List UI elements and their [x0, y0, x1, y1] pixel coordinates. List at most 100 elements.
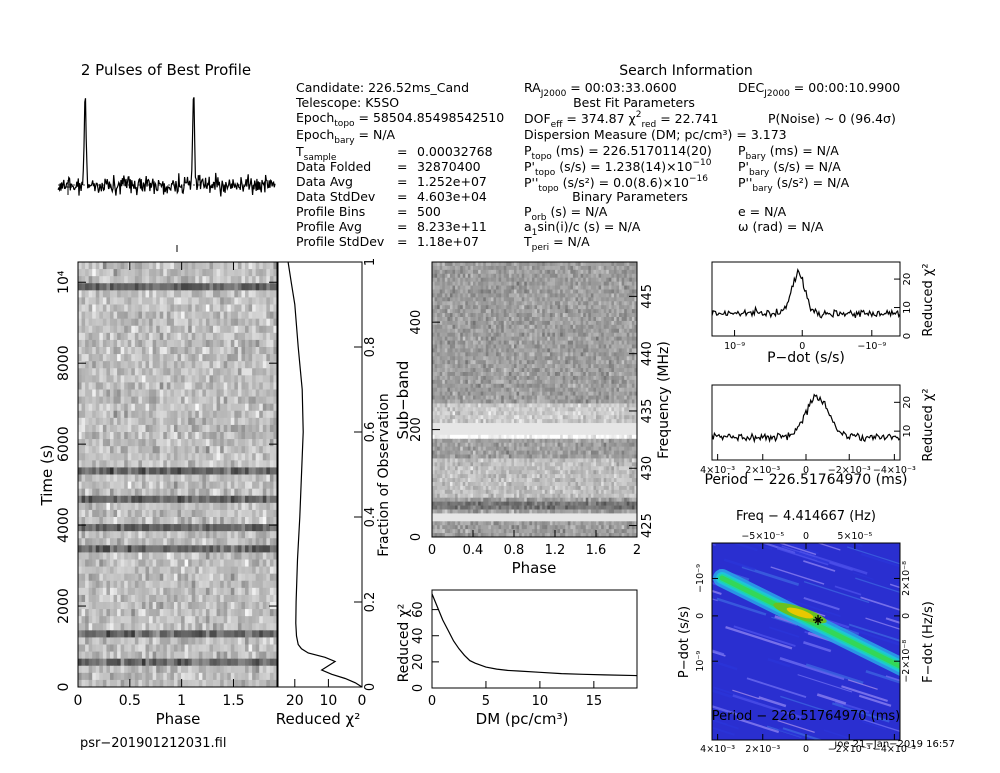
heatmap-cell: [220, 347, 225, 355]
heatmap-cell: [120, 637, 125, 645]
heatmap-cell: [570, 305, 574, 310]
heatmap-cell: [234, 389, 239, 397]
heatmap-cell: [248, 517, 253, 525]
heatmap-cell: [181, 630, 185, 638]
heatmap-cell: [95, 517, 100, 525]
heatmap-cell: [173, 658, 178, 667]
heatmap-cell: [575, 301, 579, 306]
heatmap-cell: [138, 354, 143, 362]
heatmap-cell: [109, 524, 114, 532]
heatmap-cell: [483, 313, 487, 318]
heatmap-cell: [209, 439, 214, 447]
heatmap-cell: [127, 396, 132, 405]
heatmap-cell: [177, 332, 182, 341]
heatmap-cell: [552, 269, 556, 275]
heatmap-cell: [202, 524, 207, 532]
heatmap-cell: [252, 375, 257, 383]
heatmap-cell: [156, 502, 161, 511]
heatmap-cell: [195, 262, 200, 270]
heatmap-cell: [483, 320, 487, 326]
heatmap-cell: [127, 325, 132, 334]
heatmap-cell: [78, 347, 82, 355]
heatmap-cell: [85, 644, 90, 652]
heatmap-cell: [213, 276, 217, 284]
heatmap-cell: [102, 439, 107, 447]
info-dof: DOFeff = 374.87 χ2red = 22.741: [524, 110, 718, 130]
heatmap-cell: [216, 269, 221, 277]
heatmap-cell: [205, 396, 210, 405]
heatmap-cell: [216, 559, 221, 567]
heatmap-cell: [473, 269, 476, 275]
heatmap-cell: [539, 265, 543, 271]
heatmap-cell: [220, 637, 225, 645]
heatmap-cell: [177, 474, 182, 482]
heatmap-cell: [259, 679, 264, 687]
heatmap-cell: [544, 328, 548, 334]
heatmap-cell: [621, 273, 625, 279]
heatmap-cell: [266, 347, 271, 355]
heatmap-cell: [159, 609, 164, 617]
heatmap-cell: [480, 285, 484, 290]
heatmap-cell: [255, 382, 260, 390]
heatmap-cell: [223, 602, 228, 610]
heatmap-cell: [198, 538, 203, 546]
heatmap-cell: [152, 460, 157, 468]
heatmap-cell: [547, 293, 551, 298]
heatmap-cell: [480, 277, 484, 283]
heatmap-cell: [485, 317, 489, 322]
heatmap-cell: [138, 616, 143, 624]
heatmap-cell: [113, 545, 118, 553]
heatmap-cell: [230, 524, 235, 532]
heatmap-cell: [613, 309, 617, 314]
heatmap-cell: [616, 301, 620, 306]
heatmap-cell: [205, 594, 210, 603]
heatmap-cell: [163, 276, 168, 284]
heatmap-cell: [531, 328, 535, 334]
heatmap-cell: [262, 517, 267, 525]
heatmap-cell: [252, 552, 257, 560]
heatmap-cell: [81, 651, 86, 660]
heatmap-cell: [141, 439, 146, 447]
heatmap-cell: [439, 320, 443, 326]
heatmap-cell: [557, 269, 561, 275]
heatmap-cell: [124, 637, 129, 645]
fraction-tick-label: 0: [363, 683, 378, 691]
heatmap-cell: [266, 424, 271, 433]
heatmap-cell: [544, 301, 548, 306]
heatmap-cell: [202, 552, 207, 560]
heatmap-cell: [230, 417, 235, 426]
heatmap-cell: [209, 339, 214, 348]
heatmap-cell: [552, 293, 556, 298]
heatmap-cell: [234, 311, 239, 320]
heatmap-cell: [145, 332, 150, 341]
heatmap-cell: [483, 305, 487, 310]
heatmap-cell: [496, 301, 500, 306]
heatmap-cell: [177, 354, 182, 362]
heatmap-cell: [113, 269, 118, 277]
heatmap-cell: [198, 410, 203, 419]
heatmap-cell: [198, 587, 203, 596]
heatmap-cell: [255, 488, 260, 497]
heatmap-cell: [490, 269, 494, 275]
heatmap-cell: [624, 285, 628, 290]
info-dm: Dispersion Measure (DM; pc/cm³) = 3.173: [524, 127, 787, 142]
heatmap-cell: [181, 396, 185, 405]
heatmap-cell: [248, 623, 253, 631]
heatmap-cell: [506, 313, 510, 318]
heatmap-cell: [85, 538, 90, 546]
heatmap-cell: [601, 273, 605, 279]
heatmap-cell: [78, 325, 82, 334]
heatmap-cell: [202, 311, 207, 320]
heatmap-cell: [88, 538, 93, 546]
heatmap-cell: [462, 320, 466, 326]
heatmap-cell: [195, 630, 200, 638]
heatmap-cell: [159, 460, 164, 468]
heatmap-cell: [124, 382, 129, 390]
heatmap-cell: [188, 552, 193, 560]
heatmap-cell: [124, 580, 129, 589]
heatmap-cell: [81, 339, 86, 348]
heatmap-cell: [88, 679, 93, 687]
heatmap-cell: [230, 290, 235, 298]
phase-tick-label: 1: [177, 693, 186, 709]
heatmap-cell: [534, 305, 538, 310]
